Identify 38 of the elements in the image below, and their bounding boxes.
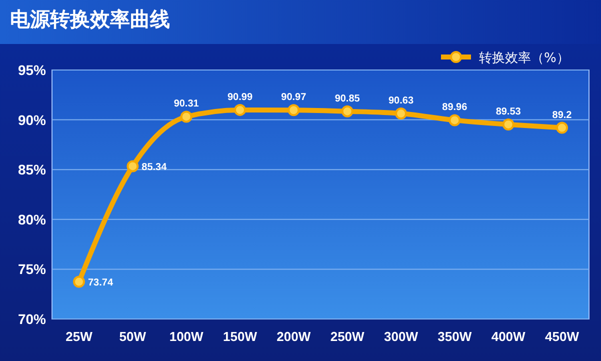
legend-label: 转换效率（%）	[479, 50, 570, 66]
data-label: 90.31	[174, 98, 200, 110]
x-tick-label: 25W	[66, 329, 94, 344]
x-tick-label: 100W	[169, 329, 204, 344]
data-label: 90.85	[334, 93, 360, 104]
x-tick-label: 50W	[119, 329, 147, 344]
point	[448, 114, 461, 126]
point	[288, 104, 300, 116]
x-tick-label: 150W	[223, 329, 258, 344]
data-label: 90.63	[388, 96, 414, 107]
y-tick-label: 70%	[18, 311, 47, 327]
point	[234, 104, 246, 116]
x-tick-label: 200W	[276, 329, 312, 344]
y-tick-label: 85%	[18, 162, 47, 178]
y-tick-label: 90%	[18, 112, 47, 128]
point	[395, 108, 407, 120]
y-tick-label: 95%	[18, 62, 47, 78]
point	[556, 122, 568, 134]
data-label: 85.34	[142, 162, 168, 174]
data-label: 90.97	[281, 92, 307, 104]
data-label: 89.2	[552, 110, 572, 121]
data-label: 90.99	[227, 92, 253, 103]
y-tick-label: 80%	[18, 211, 47, 228]
data-label: 89.53	[496, 106, 522, 118]
x-tick-label: 250W	[330, 329, 366, 344]
chart-title: 电源转换效率曲线	[10, 7, 170, 31]
point	[180, 110, 192, 123]
point	[126, 160, 139, 172]
point	[73, 276, 85, 288]
y-tick-label: 75%	[18, 261, 47, 278]
x-tick-label: 300W	[384, 329, 419, 344]
data-label: 89.96	[442, 102, 468, 114]
x-tick-label: 400W	[491, 329, 526, 344]
data-label: 73.74	[88, 278, 114, 289]
x-tick-label: 450W	[545, 329, 580, 344]
point	[502, 118, 514, 130]
point	[341, 105, 354, 118]
x-tick-label: 350W	[438, 329, 472, 344]
